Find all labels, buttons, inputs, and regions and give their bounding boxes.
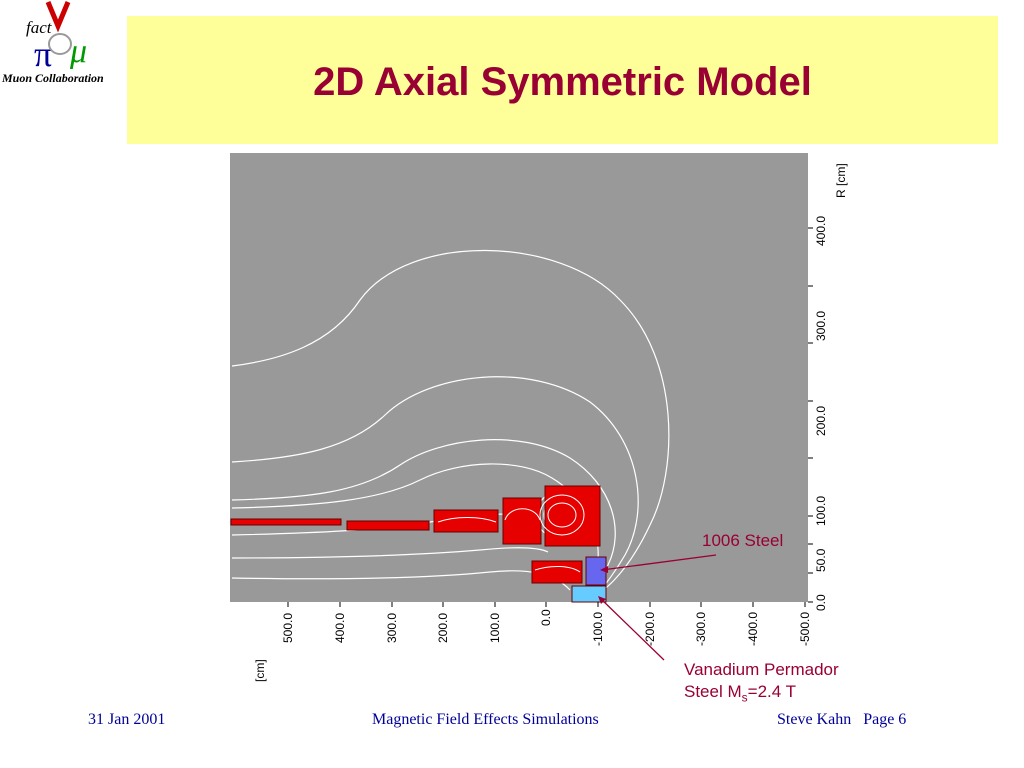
z-tick-label: 100.0	[488, 613, 502, 643]
vanadium-callout-suffix: =2.4 T	[747, 682, 797, 701]
field-loop	[547, 502, 577, 528]
logo-mu-glyph: μ	[69, 33, 87, 70]
coil-4	[502, 497, 542, 545]
z-tick-label: 200.0	[436, 613, 450, 643]
coil-field-lines	[437, 494, 585, 573]
logo-caption: Muon Collaboration	[1, 71, 104, 85]
z-tick-label: -200.0	[643, 612, 657, 646]
r-tick-label: 200.0	[814, 406, 828, 436]
field-loop	[535, 490, 589, 540]
steel-leader-arrow	[600, 566, 608, 573]
vanadium-callout-subscript: s	[741, 690, 748, 705]
steel-callout: 1006 Steel	[702, 531, 784, 550]
field-line	[437, 517, 497, 523]
field-lines	[231, 249, 670, 599]
field-line	[231, 547, 549, 559]
z-tick-label: 0.0	[539, 609, 553, 626]
field-line	[534, 566, 581, 573]
logo-nu-glyph	[45, 1, 71, 33]
r-tick-label: 400.0	[814, 216, 828, 246]
vanadium-leader-arrow	[598, 596, 606, 604]
field-line	[231, 570, 571, 591]
vanadium-callout-line1: Vanadium Permador	[684, 660, 839, 679]
slide-title: 2D Axial Symmetric Model	[313, 60, 812, 104]
logo-ring-icon	[48, 33, 72, 55]
collaboration-logo: fact π μ Muon Collaboration	[0, 0, 125, 90]
vanadium-callout-prefix: Steel M	[684, 682, 742, 701]
field-line	[231, 463, 599, 599]
z-tick-label: -300.0	[694, 612, 708, 646]
field-line	[231, 439, 616, 599]
r-axis-title: R [cm]	[834, 163, 848, 198]
z-tick-label: -400.0	[746, 612, 760, 646]
r-tick-label: 50.0	[814, 548, 828, 572]
footer-date: 31 Jan 2001	[88, 711, 166, 728]
r-tick-label: 0.0	[814, 594, 828, 611]
steel-block	[571, 585, 607, 603]
field-line	[231, 249, 670, 599]
field-line	[504, 508, 541, 521]
field-line	[231, 376, 639, 599]
coil-2	[346, 520, 430, 531]
vanadium-callout: Vanadium Permador Steel Ms=2.4 T	[684, 659, 839, 708]
field-loop	[507, 505, 537, 535]
z-tick-label: -500.0	[798, 612, 812, 646]
title-band: 2D Axial Symmetric Model	[127, 16, 998, 144]
footer-author-page: Steve Kahn Page 6	[777, 711, 906, 729]
field-loop	[551, 505, 573, 525]
footer-title: Magnetic Field Effects Simulations	[372, 711, 599, 728]
coil-1	[230, 518, 342, 526]
z-tick-label: 500.0	[281, 613, 295, 643]
field-loop	[539, 494, 585, 536]
z-tick-label: -100.0	[591, 612, 605, 646]
z-axis-title: [cm]	[253, 659, 267, 682]
logo-brand-text: fact	[26, 18, 53, 37]
coil-3	[433, 509, 499, 533]
logo-pi-glyph: π	[34, 34, 52, 74]
coil-6	[531, 560, 583, 584]
vanadium-leader-line	[599, 597, 665, 661]
coil-set	[230, 485, 607, 603]
r-tick-label: 100.0	[814, 496, 828, 526]
steel-leader-line	[601, 554, 717, 571]
coil-5	[544, 485, 601, 547]
permendur-block	[585, 556, 607, 586]
z-tick-label: 400.0	[333, 613, 347, 643]
z-tick-label: 300.0	[385, 613, 399, 643]
vanadium-callout-line2: Steel Ms=2.4 T	[684, 681, 839, 708]
footer-author: Steve Kahn	[777, 711, 852, 728]
field-loop	[543, 498, 581, 532]
footer-page: Page 6	[863, 711, 907, 728]
r-tick-label: 300.0	[814, 311, 828, 341]
field-line	[231, 513, 541, 536]
